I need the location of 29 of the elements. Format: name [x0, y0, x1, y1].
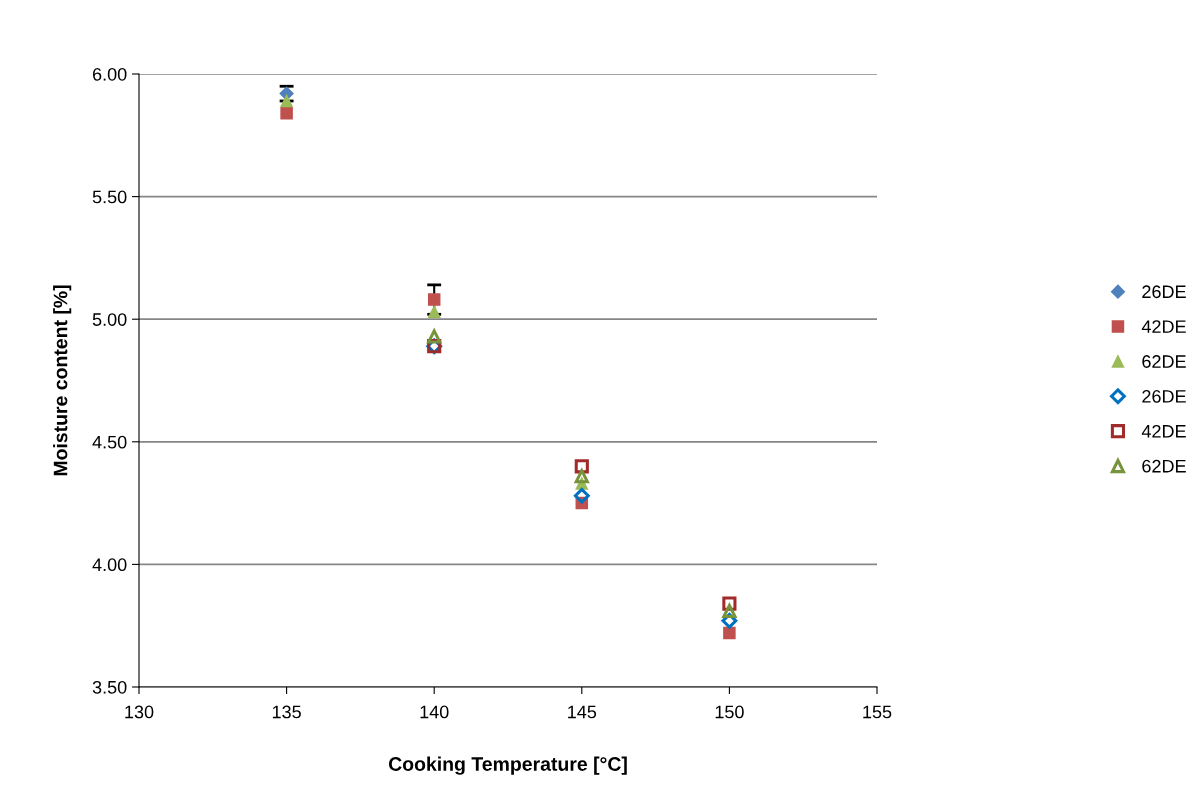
- point: [427, 293, 441, 306]
- legend-label: 42DE: [1141, 424, 1186, 438]
- y-tick-label: 3.50: [92, 680, 127, 694]
- point: [573, 487, 590, 504]
- y-tick-label: 4.50: [92, 435, 127, 449]
- y-tick-label: 5.50: [92, 190, 127, 204]
- legend-label: 42DE: [1141, 320, 1186, 333]
- legend-label: 62DE: [1142, 459, 1186, 473]
- x-tick-label: 155: [863, 705, 892, 719]
- legend-label: 26DE: [1142, 390, 1186, 403]
- x-tick-label: 145: [568, 705, 597, 719]
- x-tick-label: 130: [125, 705, 154, 719]
- x-tick-label: 135: [272, 705, 301, 719]
- y-axis-title: Moisture content [%]: [53, 285, 72, 476]
- legend-label: 26DE: [1142, 285, 1186, 299]
- point: [723, 626, 736, 640]
- point: [427, 305, 441, 319]
- y-tick-label: 5.00: [92, 313, 127, 326]
- point: [574, 469, 589, 484]
- point: [722, 603, 737, 619]
- point: [427, 329, 442, 344]
- y-tick-label: 6.00: [92, 67, 127, 81]
- point: [280, 94, 293, 108]
- point: [280, 106, 293, 120]
- x-axis-title: Cooking Temperature [°C]: [388, 756, 627, 775]
- y-tick-label: 4.00: [92, 558, 127, 572]
- x-tick-label: 140: [420, 705, 449, 719]
- x-tick-label: 150: [715, 705, 744, 719]
- legend-label: 62DE: [1142, 355, 1186, 368]
